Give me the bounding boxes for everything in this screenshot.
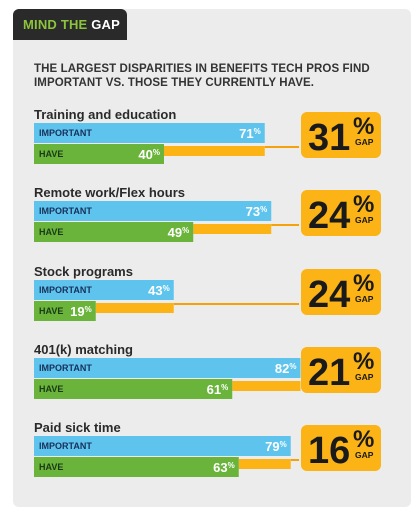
gap-box bbox=[301, 112, 381, 158]
important-bar bbox=[34, 123, 265, 143]
header-tab: MIND THE GAP bbox=[13, 9, 127, 40]
gap-percent-sign: % bbox=[353, 348, 374, 375]
have-bar bbox=[34, 457, 239, 477]
have-bar bbox=[34, 301, 96, 321]
category-label: 401(k) matching bbox=[34, 342, 133, 357]
have-value-label: 63% bbox=[213, 460, 235, 475]
important-series-label: IMPORTANT bbox=[39, 363, 92, 373]
have-series-label: HAVE bbox=[39, 227, 63, 237]
category-label: Stock programs bbox=[34, 264, 133, 279]
gap-percent-sign: % bbox=[353, 191, 374, 218]
have-series-label: HAVE bbox=[39, 306, 63, 316]
gap-value: 24 bbox=[308, 195, 350, 237]
gap-marker bbox=[193, 224, 272, 234]
category-label: Paid sick time bbox=[34, 420, 121, 435]
gap-value: 24 bbox=[308, 274, 350, 316]
gap-box bbox=[301, 190, 381, 236]
have-series-label: HAVE bbox=[39, 149, 63, 159]
important-series-label: IMPORTANT bbox=[39, 441, 92, 451]
have-value-label: 49% bbox=[168, 225, 190, 240]
important-value-label: 79% bbox=[265, 439, 287, 454]
gap-word-label: GAP bbox=[355, 372, 374, 382]
category-label: Training and education bbox=[34, 107, 176, 122]
gap-box bbox=[301, 347, 381, 393]
important-series-label: IMPORTANT bbox=[39, 285, 92, 295]
gap-word-label: GAP bbox=[355, 215, 374, 225]
chart-title: THE LARGEST DISPARITIES IN BENEFITS TECH… bbox=[34, 63, 370, 89]
have-bar bbox=[34, 144, 164, 164]
gap-value: 31 bbox=[308, 117, 350, 159]
important-value-label: 43% bbox=[148, 283, 170, 298]
gap-word-label: GAP bbox=[355, 450, 374, 460]
header-title: MIND THE GAP bbox=[23, 17, 120, 32]
important-series-label: IMPORTANT bbox=[39, 206, 92, 216]
gap-box bbox=[301, 425, 381, 471]
important-bar bbox=[34, 201, 272, 221]
gap-percent-sign: % bbox=[353, 113, 374, 140]
important-value-label: 71% bbox=[239, 126, 261, 141]
important-value-label: 82% bbox=[275, 361, 297, 376]
have-value-label: 61% bbox=[207, 382, 229, 397]
gap-word-label: GAP bbox=[355, 294, 374, 304]
gap-value: 16 bbox=[308, 430, 350, 472]
have-value-label: 40% bbox=[138, 147, 160, 162]
gap-marker bbox=[238, 459, 291, 469]
header-title-part1: MIND THE bbox=[23, 17, 92, 32]
gap-percent-sign: % bbox=[353, 426, 374, 453]
important-value-label: 73% bbox=[246, 204, 268, 219]
gap-percent-sign: % bbox=[353, 270, 374, 297]
important-bar bbox=[34, 358, 301, 378]
important-bar bbox=[34, 436, 291, 456]
have-series-label: HAVE bbox=[39, 384, 63, 394]
gap-box bbox=[301, 269, 381, 315]
have-bar bbox=[34, 379, 233, 399]
gap-value: 21 bbox=[308, 352, 350, 394]
category-label: Remote work/Flex hours bbox=[34, 185, 185, 200]
header-title-part2: GAP bbox=[91, 17, 121, 32]
important-bar bbox=[34, 280, 174, 300]
have-series-label: HAVE bbox=[39, 462, 63, 472]
gap-marker bbox=[164, 146, 265, 156]
have-bar bbox=[34, 222, 194, 242]
have-value-label: 19% bbox=[70, 304, 92, 319]
important-series-label: IMPORTANT bbox=[39, 128, 92, 138]
gap-marker bbox=[232, 381, 301, 391]
gap-marker bbox=[95, 303, 174, 313]
infographic-card bbox=[13, 9, 411, 507]
gap-word-label: GAP bbox=[355, 137, 374, 147]
